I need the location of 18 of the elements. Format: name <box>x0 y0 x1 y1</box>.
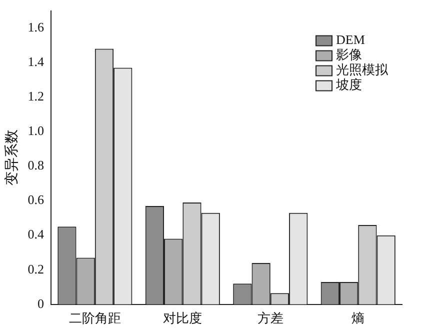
y-tick-label: 1.0 <box>28 123 44 138</box>
x-tick-label: 方差 <box>257 310 284 326</box>
y-tick-label: 0.4 <box>28 226 45 242</box>
legend-label: DEM <box>336 32 366 48</box>
y-tick-label: 0.6 <box>28 192 45 208</box>
y-tick-label: 1.4 <box>28 54 45 70</box>
y-tick-label: 1.6 <box>28 19 45 34</box>
legend-label: 光照模拟 <box>336 62 389 78</box>
legend-label: 坡度 <box>335 77 362 92</box>
y-tick-label: 0.8 <box>28 158 44 173</box>
legend-label: 影像 <box>336 47 362 62</box>
y-axis-title: 变异系数 <box>4 130 20 186</box>
x-tick-label: 熵 <box>352 310 365 326</box>
y-tick-label: 0.2 <box>28 261 44 276</box>
y-tick-label: 0 <box>38 296 44 311</box>
x-tick-label: 对比度 <box>163 310 202 326</box>
x-tick-label: 二阶角距 <box>68 310 121 326</box>
y-tick-label: 1.2 <box>28 88 44 104</box>
